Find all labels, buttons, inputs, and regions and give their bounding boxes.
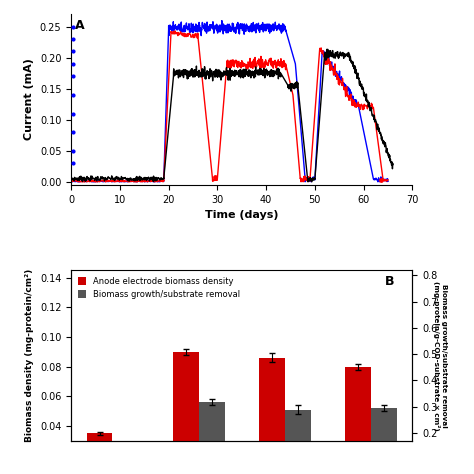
Bar	[87, 433, 112, 474]
Y-axis label: Current (mA): Current (mA)	[24, 59, 34, 140]
Bar	[345, 366, 371, 474]
Point	[69, 147, 76, 155]
X-axis label: Time (days): Time (days)	[205, 210, 279, 220]
Legend: Anode electrode biomass density, Biomass growth/substrate removal: Anode electrode biomass density, Biomass…	[75, 274, 242, 301]
Point	[69, 109, 76, 117]
Point	[377, 176, 384, 184]
Bar	[371, 408, 397, 474]
Point	[69, 128, 76, 136]
Point	[69, 23, 76, 30]
Bar	[173, 352, 199, 474]
Point	[69, 35, 76, 43]
Point	[69, 73, 76, 80]
Point	[69, 60, 76, 68]
Bar	[259, 358, 285, 474]
Bar	[199, 402, 225, 474]
Point	[69, 91, 76, 99]
Point	[69, 48, 76, 55]
Text: A: A	[74, 19, 84, 32]
Y-axis label: Biomass density (mg-protein/cm²): Biomass density (mg-protein/cm²)	[25, 269, 34, 442]
Bar	[285, 410, 310, 474]
Y-axis label: Biomass growth/substrate removal
(mg-protein/g-COD-substrate × cm²): Biomass growth/substrate removal (mg-pro…	[433, 281, 447, 430]
Point	[211, 173, 219, 181]
Point	[69, 159, 76, 167]
Text: B: B	[385, 275, 394, 288]
